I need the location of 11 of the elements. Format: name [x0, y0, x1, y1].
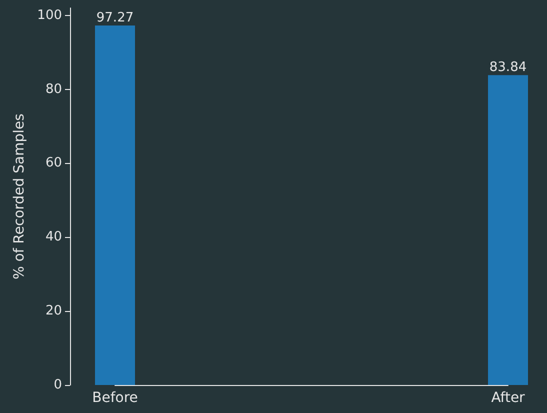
y-tick-label: 80 [45, 82, 62, 97]
data-label: 83.84 [489, 60, 527, 76]
y-tick-label: 100 [37, 8, 62, 23]
y-tick-label: 40 [45, 230, 62, 245]
y-tick-label: 0 [54, 378, 62, 392]
data-label: 97.27 [96, 10, 134, 26]
y-tick-label: 20 [45, 304, 62, 319]
y-tick-label: 60 [45, 156, 62, 171]
y-axis-title: % of Recorded Samples [11, 114, 28, 280]
x-tick-label: Before [92, 390, 138, 406]
x-tick-label: After [491, 390, 526, 406]
